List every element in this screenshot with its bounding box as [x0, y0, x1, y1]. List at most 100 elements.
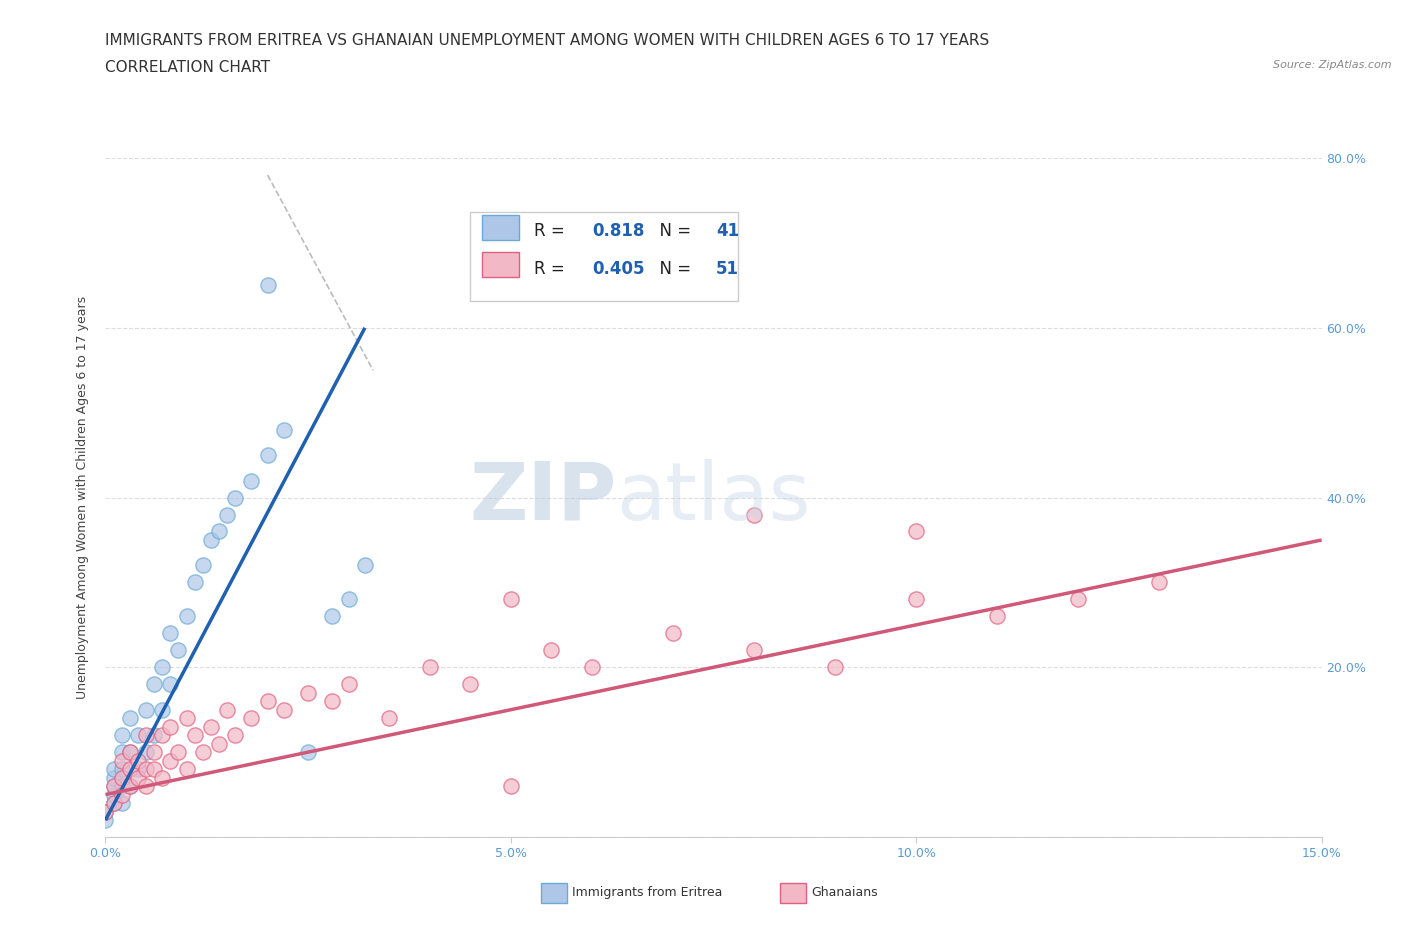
- Point: [905, 592, 928, 607]
- Point: [224, 727, 246, 742]
- Point: [111, 770, 134, 785]
- Point: [224, 490, 246, 505]
- Point: [127, 762, 149, 777]
- Point: [135, 745, 157, 760]
- Text: R =: R =: [533, 259, 569, 278]
- Point: [118, 745, 141, 760]
- Point: [217, 702, 239, 717]
- Point: [111, 762, 134, 777]
- Point: [499, 778, 522, 793]
- Text: IMMIGRANTS FROM ERITREA VS GHANAIAN UNEMPLOYMENT AMONG WOMEN WITH CHILDREN AGES : IMMIGRANTS FROM ERITREA VS GHANAIAN UNEM…: [105, 33, 990, 47]
- Point: [111, 745, 134, 760]
- Point: [143, 762, 166, 777]
- Text: CORRELATION CHART: CORRELATION CHART: [105, 60, 270, 75]
- Point: [150, 702, 173, 717]
- Point: [94, 804, 117, 819]
- Point: [321, 694, 343, 709]
- Text: atlas: atlas: [616, 458, 811, 537]
- Point: [127, 727, 149, 742]
- Point: [240, 711, 263, 725]
- Point: [297, 745, 319, 760]
- Text: N =: N =: [650, 222, 696, 241]
- Y-axis label: Unemployment Among Women with Children Ages 6 to 17 years: Unemployment Among Women with Children A…: [76, 296, 90, 699]
- Point: [167, 643, 190, 658]
- Point: [94, 804, 117, 819]
- Point: [200, 533, 222, 548]
- Point: [297, 685, 319, 700]
- Point: [200, 719, 222, 734]
- Point: [337, 677, 360, 692]
- Point: [135, 778, 157, 793]
- Point: [103, 770, 125, 785]
- Point: [742, 643, 765, 658]
- Point: [118, 778, 141, 793]
- Point: [103, 762, 125, 777]
- Point: [103, 778, 125, 793]
- Point: [240, 473, 263, 488]
- Text: N =: N =: [650, 259, 696, 278]
- Point: [824, 660, 846, 675]
- Point: [118, 778, 141, 793]
- Point: [337, 592, 360, 607]
- Point: [581, 660, 603, 675]
- Point: [378, 711, 401, 725]
- Text: 0.818: 0.818: [592, 222, 644, 241]
- Point: [273, 702, 295, 717]
- Text: 41: 41: [716, 222, 740, 241]
- Point: [118, 762, 141, 777]
- Point: [256, 447, 278, 462]
- Point: [191, 745, 214, 760]
- Point: [540, 643, 562, 658]
- Text: Source: ZipAtlas.com: Source: ZipAtlas.com: [1274, 60, 1392, 71]
- Point: [742, 507, 765, 522]
- Point: [159, 677, 181, 692]
- Point: [167, 745, 190, 760]
- Point: [135, 727, 157, 742]
- Point: [143, 745, 166, 760]
- Point: [176, 762, 198, 777]
- Point: [103, 796, 125, 811]
- Point: [111, 778, 134, 793]
- Point: [150, 660, 173, 675]
- Point: [159, 626, 181, 641]
- Point: [111, 753, 134, 768]
- Point: [103, 787, 125, 802]
- Point: [256, 278, 278, 293]
- FancyBboxPatch shape: [482, 215, 519, 240]
- Point: [176, 609, 198, 624]
- Point: [127, 753, 149, 768]
- Text: Ghanaians: Ghanaians: [811, 886, 877, 899]
- FancyBboxPatch shape: [482, 252, 519, 277]
- Point: [103, 796, 125, 811]
- Point: [662, 626, 685, 641]
- Text: R =: R =: [533, 222, 569, 241]
- Point: [273, 422, 295, 437]
- Point: [321, 609, 343, 624]
- Point: [127, 770, 149, 785]
- Text: Immigrants from Eritrea: Immigrants from Eritrea: [572, 886, 723, 899]
- Point: [905, 525, 928, 539]
- Point: [135, 702, 157, 717]
- Point: [150, 770, 173, 785]
- Point: [191, 558, 214, 573]
- Point: [111, 796, 134, 811]
- Point: [118, 711, 141, 725]
- Point: [419, 660, 441, 675]
- Point: [208, 525, 231, 539]
- Point: [256, 694, 278, 709]
- Point: [183, 575, 205, 590]
- Point: [111, 787, 134, 802]
- Point: [143, 727, 166, 742]
- Point: [103, 778, 125, 793]
- Text: ZIP: ZIP: [470, 458, 616, 537]
- Point: [94, 813, 117, 828]
- Point: [118, 745, 141, 760]
- Text: 51: 51: [716, 259, 740, 278]
- Point: [143, 677, 166, 692]
- Point: [217, 507, 239, 522]
- FancyBboxPatch shape: [470, 212, 738, 300]
- Point: [458, 677, 481, 692]
- Point: [150, 727, 173, 742]
- Point: [499, 592, 522, 607]
- Point: [1067, 592, 1090, 607]
